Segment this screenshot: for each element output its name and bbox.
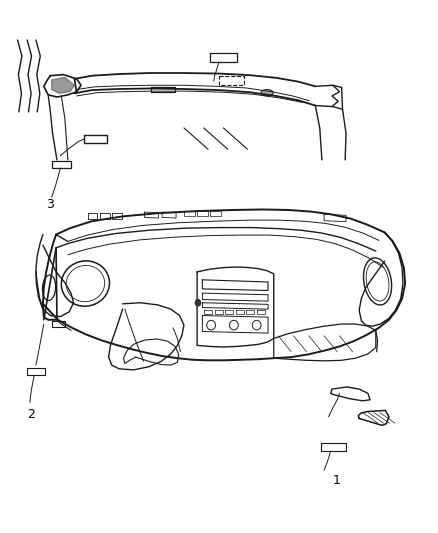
- Ellipse shape: [261, 90, 273, 96]
- Polygon shape: [52, 77, 74, 93]
- Text: 1: 1: [333, 474, 341, 487]
- Circle shape: [195, 300, 201, 306]
- Text: 2: 2: [27, 408, 35, 421]
- Text: 3: 3: [46, 198, 54, 211]
